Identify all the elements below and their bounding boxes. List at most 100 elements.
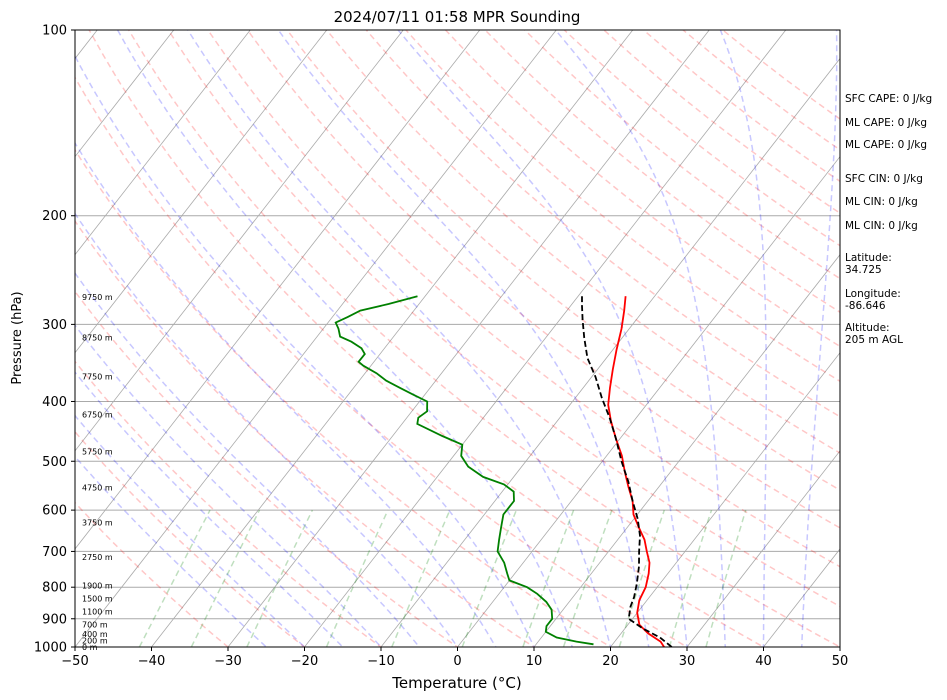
y-tick-label: 1000	[34, 641, 67, 656]
isotherm-line	[150, 30, 634, 647]
moist-adiabat-line	[75, 324, 383, 647]
dry-adiabat-line	[484, 30, 840, 314]
isotherm-line	[75, 30, 175, 158]
axis-ticks: −50 −40 −30 −20 −10 0 10 20 30 40 50 1000 900 800 700 6…	[34, 24, 848, 670]
height-label: 700 m	[82, 621, 108, 630]
isotherm-line	[380, 57, 840, 647]
mixing-ratio-line	[522, 509, 575, 647]
dry-adiabat-line	[286, 30, 840, 491]
temperature-line	[607, 296, 665, 647]
y-tick-label: 400	[42, 395, 67, 410]
dry-adiabat-line	[75, 76, 689, 647]
height-label: 6750 m	[82, 410, 113, 419]
y-tick-label: 600	[42, 504, 67, 519]
moist-adiabat-line	[75, 212, 459, 647]
isotherm-line	[906, 16, 947, 660]
x-tick-label: −40	[138, 654, 165, 669]
ml-cape-text: ML CAPE: 0 J/kg	[845, 117, 927, 129]
mixing-ratio-line	[562, 509, 613, 647]
moist-adiabat-line	[75, 455, 268, 647]
ml-cin-text-2: ML CIN: 0 J/kg	[845, 220, 918, 232]
dry-adiabat-line	[75, 219, 536, 647]
isotherm-line	[75, 30, 404, 452]
moist-adiabat-line	[75, 271, 421, 647]
moist-adiabat-line	[187, 30, 612, 647]
moist-adiabat-line	[801, 30, 838, 647]
dry-adiabat-line	[246, 30, 840, 529]
y-tick-label: 200	[42, 209, 67, 224]
y-axis-label: Pressure (hPa)	[10, 291, 25, 384]
isotherm-line	[75, 30, 251, 256]
dry-adiabat-line	[207, 30, 840, 568]
dry-adiabat-line	[326, 30, 840, 454]
sfc-cape-text: SFC CAPE: 0 J/kg	[845, 93, 932, 105]
height-label: 1900 m	[82, 581, 113, 590]
isotherm-line	[456, 155, 840, 647]
dry-adiabat-line	[75, 501, 230, 647]
x-tick-label: 50	[832, 654, 849, 669]
y-tick-label: 700	[42, 545, 67, 560]
isotherm-line	[75, 30, 481, 550]
x-tick-label: −10	[367, 654, 394, 669]
x-tick-label: −20	[291, 654, 318, 669]
dry-adiabat-line	[75, 360, 383, 647]
latitude-label: Latitude:	[845, 252, 892, 264]
altitude-label: Altitude:	[845, 322, 890, 334]
isotherm-line	[303, 30, 787, 647]
chart-title: 2024/07/11 01:58 MPR Sounding	[334, 8, 581, 26]
latitude-value: 34.725	[845, 264, 882, 276]
longitude-label: Longitude:	[845, 288, 901, 300]
dry-adiabat-line	[75, 148, 612, 647]
dry-adiabat-line	[88, 30, 766, 647]
isotherm-line	[533, 254, 840, 647]
x-tick-label: 0	[453, 654, 461, 669]
mixing-ratio-line	[138, 509, 211, 647]
height-label: 5750 m	[82, 447, 113, 456]
moist-adiabat-line	[116, 30, 574, 647]
height-label: 4750 m	[82, 483, 113, 492]
altitude-value: 205 m AGL	[845, 334, 903, 346]
mixing-ratio-line	[461, 509, 518, 647]
mixing-ratio-line	[246, 509, 314, 647]
ml-cape-text-2: ML CAPE: 0 J/kg	[845, 139, 927, 151]
isotherm-line	[75, 30, 328, 354]
height-label: 2750 m	[82, 553, 113, 562]
sounding-series	[334, 295, 673, 647]
mixing-ratio-line	[325, 509, 389, 647]
y-tick-label: 100	[42, 24, 67, 39]
moist-adiabat-line	[554, 30, 727, 647]
height-label: 9750 m	[82, 293, 113, 302]
isotherm-line	[227, 30, 710, 647]
x-axis-label: Temperature (°C)	[391, 674, 521, 692]
moist-adiabat-line	[277, 30, 650, 647]
x-tick-label: 40	[755, 654, 772, 669]
dewpoint-line	[334, 295, 594, 646]
isotherm-line	[762, 548, 840, 647]
mixing-ratio-line	[668, 509, 713, 647]
ml-cin-text: ML CIN: 0 J/kg	[845, 196, 918, 208]
dry-adiabat-line	[128, 30, 840, 647]
parcel-path-line	[581, 296, 673, 647]
moist-adiabat-line	[75, 54, 535, 647]
dry-adiabat-line	[167, 30, 840, 608]
height-label: 200 m	[82, 637, 108, 646]
x-tick-label: 10	[526, 654, 543, 669]
height-label: 400 m	[82, 630, 108, 639]
isotherm-line	[75, 30, 557, 647]
y-tick-label: 800	[42, 581, 67, 596]
height-label: 1100 m	[82, 608, 113, 617]
dry-adiabat-line	[75, 430, 306, 647]
background-lines	[75, 16, 947, 660]
dry-adiabat-line	[444, 30, 840, 348]
mixing-ratio-line	[705, 509, 747, 647]
moist-adiabat-line	[397, 30, 688, 647]
height-label: 3750 m	[82, 519, 113, 528]
x-tick-label: 20	[602, 654, 619, 669]
x-tick-label: 30	[679, 654, 696, 669]
height-label: 8750 m	[82, 333, 113, 342]
x-tick-label: −50	[61, 654, 88, 669]
y-tick-label: 900	[42, 612, 67, 627]
sfc-cin-text: SFC CIN: 0 J/kg	[845, 173, 923, 185]
